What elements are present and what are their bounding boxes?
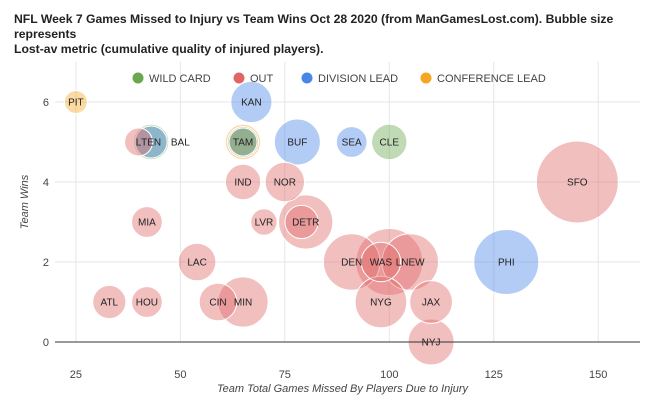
bubble-label-nyj: NYJ [422, 338, 441, 349]
bubble-cin [198, 282, 238, 322]
chart-title-line-2: Lost-av metric (cumulative quality of in… [14, 42, 324, 56]
x-tick-label: 100 [380, 369, 398, 381]
bubble-label-nor: NOR [274, 178, 296, 189]
bubble-nor [264, 161, 306, 203]
bubble-label-sea: SEA [342, 138, 362, 149]
bubble-label-lvr: LVR [255, 218, 274, 229]
bubble-ten [134, 125, 168, 159]
bubble-label-bal: BAL [171, 138, 190, 149]
bubble-phi [473, 229, 540, 295]
bubble-lvr [250, 208, 278, 236]
bubble-buf [273, 118, 321, 166]
bubble-label-buf: BUF [287, 138, 307, 149]
x-tick-label: 150 [589, 369, 607, 381]
legend-label-wild-card: WILD CARD [149, 73, 211, 85]
bubble-den [322, 233, 381, 291]
bubble-lnew [381, 233, 439, 291]
grid-lines [55, 62, 640, 342]
x-tick-label: 125 [485, 369, 503, 381]
bubble-mia [131, 206, 163, 238]
bubble-label-den: DEN [341, 258, 362, 269]
bubble-label-tam: TAM [233, 138, 253, 149]
bubble-label-ten: TEN [141, 138, 161, 149]
bubble-unlabeled [284, 204, 319, 240]
legend-marker-wild-card [132, 72, 144, 84]
axes: 0 2 4 6 25 50 75 100 125 150 Team Total Games Miss… [19, 97, 640, 395]
x-tick-label: 50 [174, 369, 186, 381]
legend-marker-conference-lead [420, 72, 432, 84]
y-tick-label: 4 [43, 177, 49, 189]
bubble-was [360, 241, 402, 283]
bubble-labels: PIT KAN L TEN BAL TAM BUF SEA CLE IND NOR SFO MIA LVR… [68, 98, 588, 349]
x-tick-label: 75 [279, 369, 291, 381]
bubble-label-cle: CLE [380, 138, 400, 149]
bubble-jax [409, 280, 453, 324]
bubble-hou [131, 286, 163, 318]
legend-label-conference-lead: CONFERENCE LEAD [437, 73, 546, 85]
bubble-label-cin: CIN [209, 298, 226, 309]
legend-marker-out [233, 72, 245, 84]
y-axis-title: Team Wins [19, 174, 31, 229]
legend: WILD CARD OUT DIVISION LEAD CONFERENCE LEAD [132, 72, 546, 85]
bubble-label-ind: IND [234, 178, 251, 189]
x-axis-title: Team Total Games Missed By Players Due t… [217, 383, 470, 395]
bubble-label-hou: HOU [136, 298, 158, 309]
bubble-atl [92, 284, 127, 320]
bubble-unlabeled [132, 123, 170, 161]
y-tick-label: 2 [43, 257, 49, 269]
legend-label-out: OUT [250, 73, 274, 85]
bubble-label-nyg: NYG [370, 298, 392, 309]
bubble-label-l: L [136, 138, 142, 149]
bubbles [63, 80, 619, 366]
bubble-label-min: MIN [234, 298, 252, 309]
bubble-label-atl: ATL [101, 298, 119, 309]
bubble-label-kan: KAN [241, 98, 262, 109]
chart-title: NFL Week 7 Games Missed to Injury vs Tea… [14, 12, 634, 57]
x-tick-label: 25 [70, 369, 82, 381]
bubble-label-jax: JAX [422, 298, 441, 309]
bubble-label-sfo: SFO [567, 178, 588, 189]
bubble-tam [224, 123, 262, 161]
y-tick-label: 0 [43, 337, 49, 349]
bubble-label-was: WAS [370, 258, 393, 269]
bubble-label-mia: MIA [138, 218, 156, 229]
chart-title-line-1: NFL Week 7 Games Missed to Injury vs Tea… [14, 12, 614, 41]
bubble-kan [230, 80, 273, 124]
legend-label-division-lead: DIVISION LEAD [318, 73, 398, 85]
bubble-label-detr: DETR [292, 218, 319, 229]
bubble-unlabeled [228, 127, 258, 157]
bubble-pit [63, 90, 88, 114]
bubble-ind [224, 163, 262, 201]
bubble-unlabeled [227, 126, 259, 158]
bubble-cle [371, 123, 408, 161]
bubble-label-lnew: LNEW [396, 258, 425, 269]
bubble-sfo [535, 140, 619, 224]
bubble-label-phi: PHI [498, 258, 515, 269]
y-tick-label: 6 [43, 97, 49, 109]
bubble-sea [335, 126, 368, 158]
bubble-lac [177, 242, 217, 282]
bubble-nyg [354, 275, 408, 329]
bubble-label-pit: PIT [68, 98, 84, 109]
legend-marker-division-lead [301, 72, 313, 84]
bubble-min [217, 276, 269, 328]
bubble-unlabeled [355, 228, 424, 296]
bubble-l [124, 127, 154, 157]
bubble-label-lac: LAC [187, 258, 206, 269]
